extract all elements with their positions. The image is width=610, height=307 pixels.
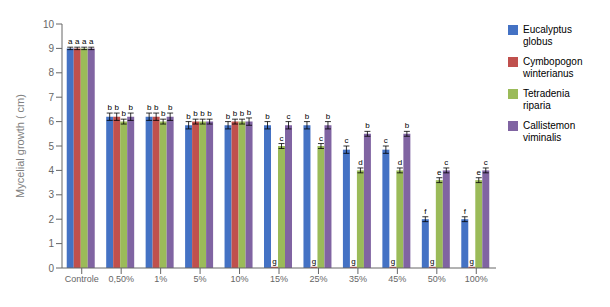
svg-text:25%: 25%: [309, 274, 327, 284]
svg-text:0: 0: [48, 263, 54, 274]
svg-text:c: c: [384, 136, 388, 145]
svg-text:c: c: [280, 134, 284, 143]
svg-text:45%: 45%: [388, 274, 406, 284]
svg-text:c: c: [444, 158, 448, 167]
svg-text:c: c: [484, 158, 488, 167]
svg-text:35%: 35%: [349, 274, 367, 284]
svg-text:b: b: [305, 112, 310, 121]
svg-text:0,50%: 0,50%: [108, 274, 134, 284]
svg-text:1%: 1%: [154, 274, 167, 284]
svg-text:b: b: [326, 112, 331, 121]
svg-text:b: b: [147, 103, 152, 112]
svg-text:c: c: [344, 136, 348, 145]
svg-text:b: b: [121, 109, 126, 118]
svg-text:g: g: [470, 257, 474, 266]
svg-text:b: b: [154, 103, 159, 112]
svg-text:3: 3: [48, 189, 54, 200]
svg-text:b: b: [233, 109, 238, 118]
svg-text:8: 8: [48, 67, 54, 78]
svg-text:c: c: [319, 134, 323, 143]
svg-text:b: b: [247, 108, 252, 117]
svg-text:6: 6: [48, 116, 54, 127]
svg-text:9: 9: [48, 43, 54, 54]
html-text:riparia: riparia: [523, 100, 551, 111]
svg-text:b: b: [128, 103, 133, 112]
svg-text:g: g: [272, 257, 276, 266]
svg-text:50%: 50%: [428, 274, 446, 284]
svg-text:b: b: [193, 109, 198, 118]
html-text:winterianus: winterianus: [523, 68, 574, 79]
html-text:Callistemon: Callistemon: [523, 120, 576, 131]
html-text:globus: globus: [523, 36, 553, 47]
svg-text:d: d: [398, 158, 402, 167]
svg-text:a: a: [89, 37, 94, 46]
svg-text:b: b: [365, 121, 370, 130]
svg-text:d: d: [358, 158, 362, 167]
svg-text:Mycelial growth ( cm): Mycelial growth ( cm): [14, 94, 26, 198]
svg-text:Controle: Controle: [65, 274, 99, 284]
svg-text:a: a: [75, 37, 80, 46]
svg-text:e: e: [477, 168, 482, 177]
svg-text:b: b: [200, 109, 205, 118]
svg-text:b: b: [405, 121, 410, 130]
svg-text:b: b: [114, 103, 119, 112]
svg-text:4: 4: [48, 165, 54, 176]
html-text:viminalis: viminalis: [523, 132, 562, 143]
svg-text:2: 2: [48, 214, 54, 225]
svg-text:g: g: [351, 257, 355, 266]
html-text:Eucalyptus: Eucalyptus: [523, 24, 572, 35]
svg-text:10%: 10%: [231, 274, 249, 284]
svg-text:a: a: [82, 37, 87, 46]
svg-text:b: b: [240, 109, 245, 118]
svg-text:b: b: [161, 109, 166, 118]
svg-text:5%: 5%: [194, 274, 207, 284]
svg-text:15%: 15%: [270, 274, 288, 284]
svg-text:7: 7: [48, 92, 54, 103]
svg-text:5: 5: [48, 141, 54, 152]
svg-text:c: c: [287, 112, 291, 121]
svg-text:100%: 100%: [465, 274, 488, 284]
svg-text:b: b: [186, 112, 191, 121]
svg-text:e: e: [437, 168, 442, 177]
html-text:Cymbopogon: Cymbopogon: [523, 56, 583, 67]
svg-text:a: a: [68, 37, 73, 46]
svg-text:f: f: [424, 207, 427, 216]
svg-text:g: g: [312, 257, 316, 266]
svg-text:b: b: [168, 103, 173, 112]
svg-text:1: 1: [48, 238, 54, 249]
svg-text:b: b: [265, 112, 270, 121]
svg-text:g: g: [391, 257, 395, 266]
html-text:Tetradenia: Tetradenia: [523, 88, 570, 99]
svg-text:b: b: [107, 103, 112, 112]
svg-text:f: f: [464, 207, 467, 216]
svg-text:b: b: [226, 112, 231, 121]
svg-text:10: 10: [43, 19, 55, 30]
svg-text:b: b: [207, 109, 212, 118]
svg-text:g: g: [430, 257, 434, 266]
